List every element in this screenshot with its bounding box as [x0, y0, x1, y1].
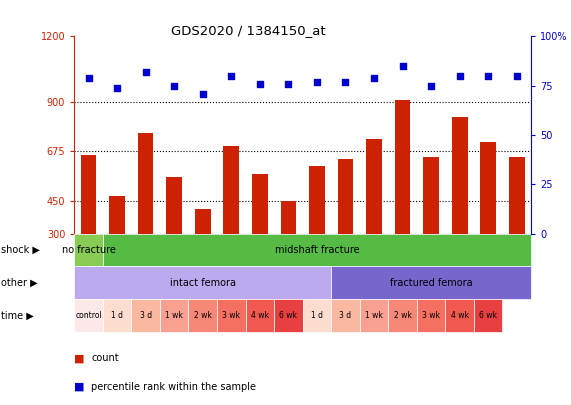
Bar [474, 299, 502, 332]
Bar [417, 299, 445, 332]
Bar [81, 155, 96, 234]
Text: 3 d: 3 d [139, 311, 152, 320]
Bar [388, 299, 417, 332]
Bar [452, 117, 468, 234]
Bar [509, 157, 525, 234]
Bar [309, 166, 325, 234]
Text: 1 d: 1 d [111, 311, 123, 320]
Bar [366, 139, 382, 234]
Bar [331, 266, 531, 299]
Text: shock ▶: shock ▶ [1, 245, 40, 255]
Bar [303, 299, 331, 332]
Point [484, 72, 493, 79]
Text: control: control [75, 311, 102, 320]
Point [255, 81, 264, 87]
Text: 6 wk: 6 wk [279, 311, 297, 320]
Point [369, 75, 379, 81]
Bar [138, 133, 154, 234]
Point [170, 83, 179, 89]
Text: 3 d: 3 d [339, 311, 352, 320]
Point [227, 72, 236, 79]
Bar [274, 299, 303, 332]
Point [312, 79, 321, 85]
Text: 1 wk: 1 wk [365, 311, 383, 320]
Text: percentile rank within the sample: percentile rank within the sample [91, 382, 256, 392]
Bar [360, 299, 388, 332]
Bar [195, 209, 211, 234]
Bar [74, 266, 331, 299]
Bar [109, 196, 125, 234]
Bar [160, 299, 188, 332]
Text: 4 wk: 4 wk [451, 311, 469, 320]
Bar [331, 299, 360, 332]
Point [198, 90, 207, 97]
Point [512, 72, 521, 79]
Bar [280, 201, 296, 234]
Bar [217, 299, 246, 332]
Text: GDS2020 / 1384150_at: GDS2020 / 1384150_at [171, 24, 326, 37]
Bar [74, 234, 103, 266]
Bar [445, 299, 474, 332]
Text: 6 wk: 6 wk [479, 311, 497, 320]
Bar [188, 299, 217, 332]
Text: 4 wk: 4 wk [251, 311, 269, 320]
Bar [246, 299, 274, 332]
Text: other ▶: other ▶ [1, 278, 38, 288]
Bar [337, 159, 353, 234]
Text: 2 wk: 2 wk [194, 311, 212, 320]
Point [141, 69, 150, 75]
Text: intact femora: intact femora [170, 278, 236, 288]
Point [341, 79, 350, 85]
Bar [423, 157, 439, 234]
Bar [74, 299, 103, 332]
Point [84, 75, 93, 81]
Bar [131, 299, 160, 332]
Point [112, 85, 122, 91]
Bar [395, 100, 411, 234]
Text: 1 wk: 1 wk [165, 311, 183, 320]
Text: time ▶: time ▶ [1, 311, 34, 321]
Bar [252, 175, 268, 234]
Point [284, 81, 293, 87]
Point [455, 72, 464, 79]
Point [398, 63, 407, 69]
Text: count: count [91, 354, 119, 363]
Text: ■: ■ [74, 354, 85, 363]
Text: 2 wk: 2 wk [393, 311, 412, 320]
Text: 1 d: 1 d [311, 311, 323, 320]
Text: fractured femora: fractured femora [390, 278, 472, 288]
Text: no fracture: no fracture [62, 245, 115, 255]
Bar [103, 299, 131, 332]
Bar [223, 146, 239, 234]
Text: midshaft fracture: midshaft fracture [275, 245, 359, 255]
Bar [480, 142, 496, 234]
Text: 3 wk: 3 wk [222, 311, 240, 320]
Text: 3 wk: 3 wk [422, 311, 440, 320]
Bar [166, 177, 182, 234]
Point [427, 83, 436, 89]
Text: ■: ■ [74, 382, 85, 392]
